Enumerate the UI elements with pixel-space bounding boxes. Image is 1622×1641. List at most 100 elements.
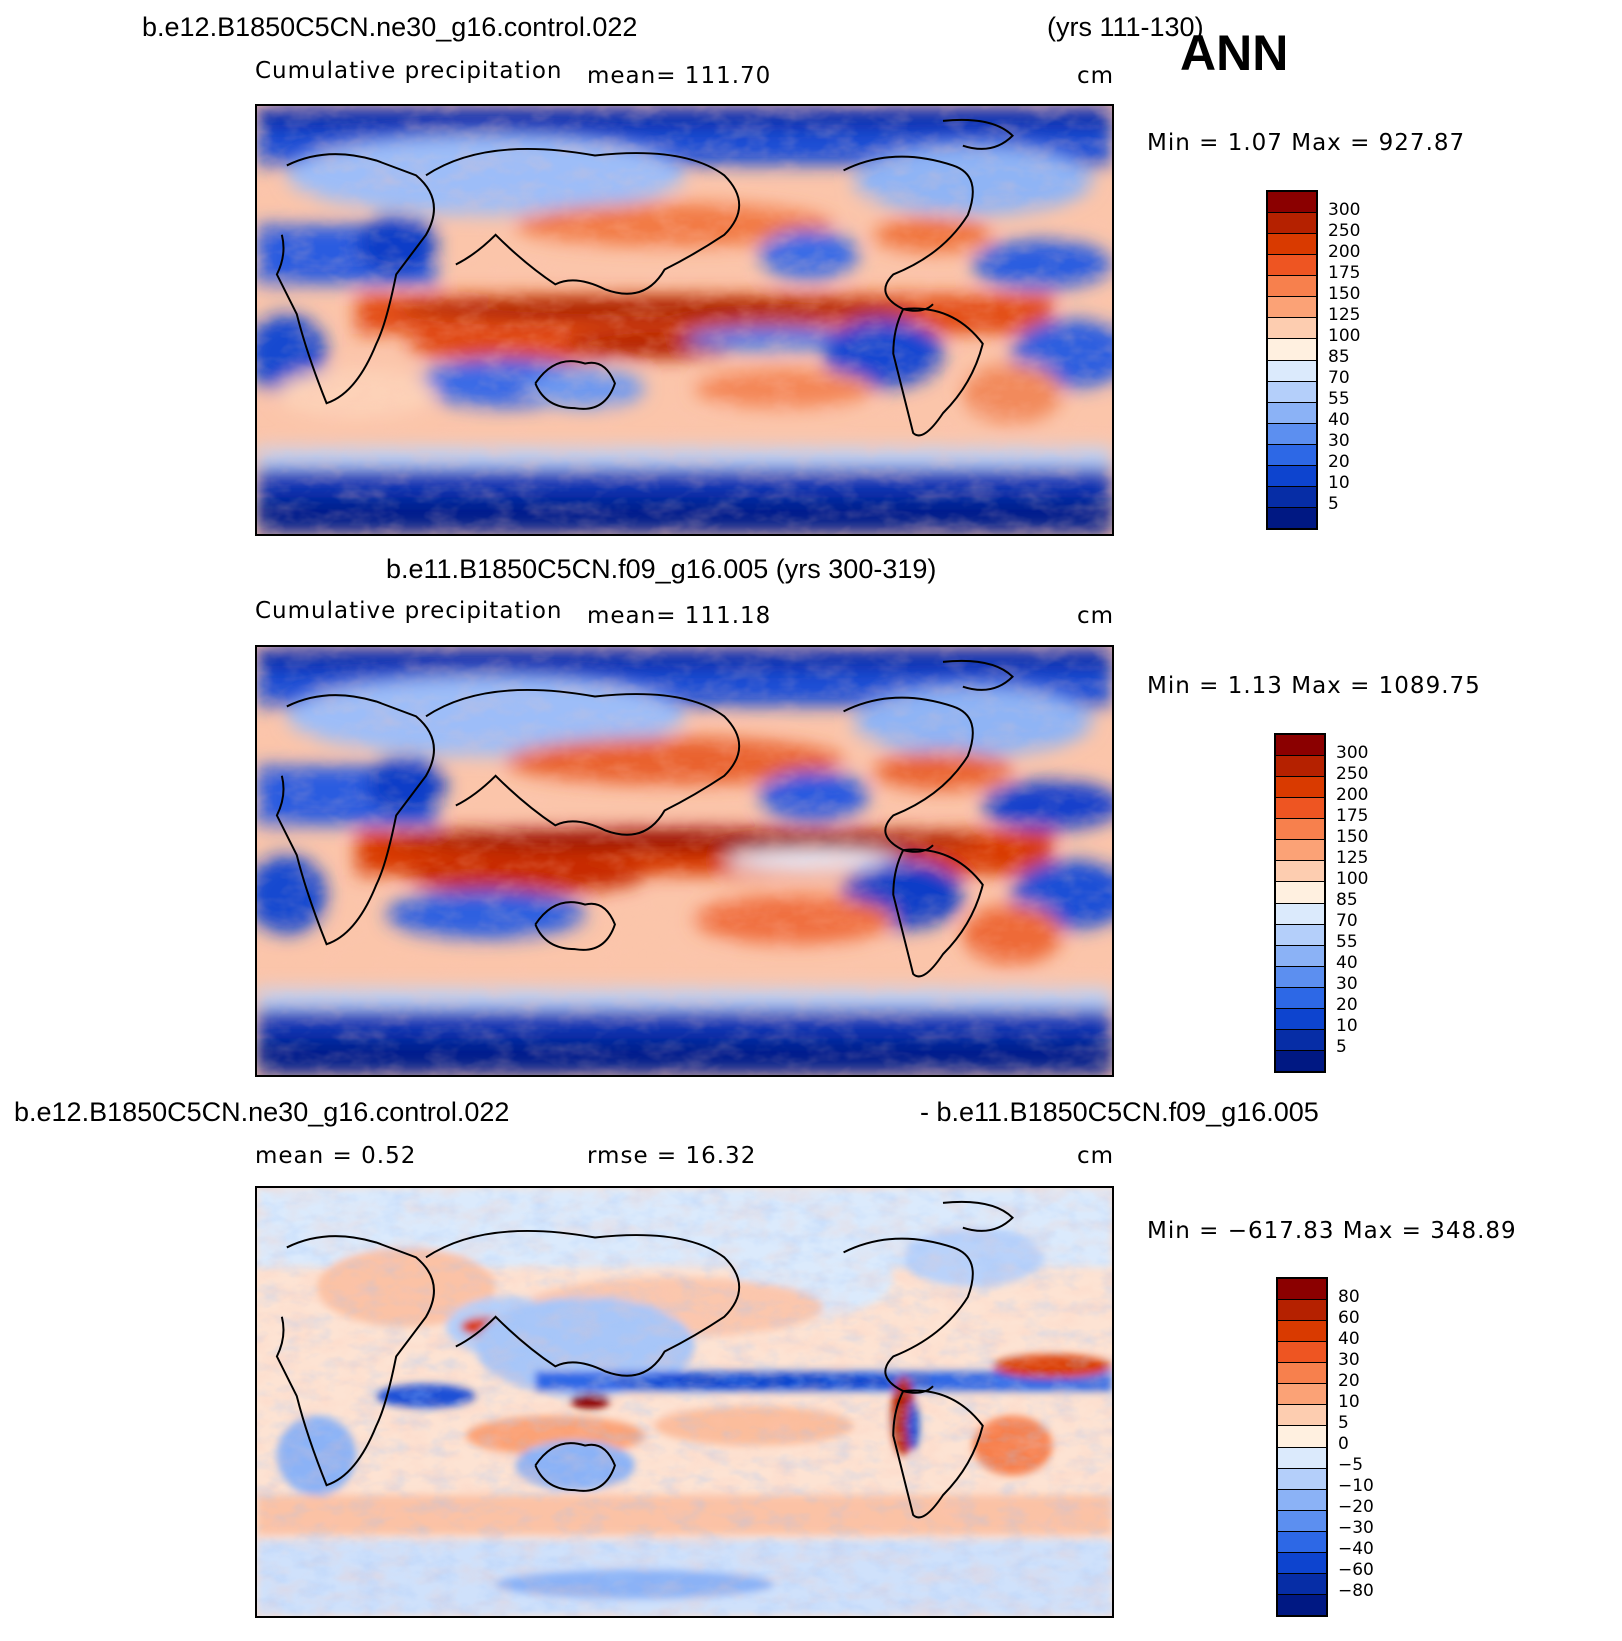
colorbar-tick-label: −20 bbox=[1338, 1497, 1374, 1517]
panel3-colorbar-labels: 80 60 40 30 20 10 5 0 −5 −10 −20 −30 −40… bbox=[1338, 1277, 1398, 1617]
colorbar-tick-label: 10 bbox=[1336, 1016, 1358, 1036]
panel1-minmax: Min = 1.07 Max = 927.87 bbox=[1147, 130, 1466, 156]
panel3-colorbar-box bbox=[1278, 1489, 1326, 1511]
colorbar-tick-label: −30 bbox=[1338, 1518, 1374, 1538]
panel2-colorbar-box bbox=[1276, 945, 1324, 967]
panel2-colorbar-box bbox=[1276, 924, 1324, 946]
colorbar-tick-label: 40 bbox=[1328, 410, 1350, 430]
colorbar-tick-label: 100 bbox=[1328, 326, 1361, 346]
colorbar-tick-label: 5 bbox=[1328, 494, 1339, 514]
colorbar-tick-label: 125 bbox=[1328, 305, 1361, 325]
colorbar-tick-label: 55 bbox=[1328, 389, 1350, 409]
panel2-colorbar-box bbox=[1276, 1008, 1324, 1030]
panel3-colorbar-box bbox=[1278, 1468, 1326, 1490]
panel2-mean: mean= 111.18 bbox=[587, 603, 772, 629]
panel1-colorbar bbox=[1266, 190, 1318, 530]
panel2-colorbar-box bbox=[1276, 882, 1324, 904]
panel2-colorbar-box bbox=[1276, 1050, 1324, 1071]
panel2-colorbar-labels: 300 250 200 175 150 125 100 85 70 55 40 … bbox=[1336, 733, 1396, 1073]
colorbar-tick-label: 30 bbox=[1336, 974, 1358, 994]
panel1-colorbar-box bbox=[1268, 276, 1316, 298]
panel1-colorbar-box bbox=[1268, 444, 1316, 466]
panel3-colorbar-box bbox=[1278, 1405, 1326, 1427]
panel1-colorbar-box bbox=[1268, 339, 1316, 361]
colorbar-tick-label: 175 bbox=[1328, 263, 1361, 283]
panel3-rmse: rmse = 16.32 bbox=[587, 1143, 757, 1169]
colorbar-tick-label: 125 bbox=[1336, 848, 1369, 868]
colorbar-tick-label: 300 bbox=[1328, 200, 1361, 220]
colorbar-tick-label: 20 bbox=[1328, 452, 1350, 472]
colorbar-tick-label: 85 bbox=[1328, 347, 1350, 367]
panel3-colorbar-box bbox=[1278, 1573, 1326, 1595]
colorbar-tick-label: 5 bbox=[1336, 1037, 1347, 1057]
panel3-title-left: b.e12.B1850C5CN.ne30_g16.control.022 bbox=[14, 1097, 510, 1127]
colorbar-tick-label: 10 bbox=[1328, 473, 1350, 493]
panel2-colorbar-box bbox=[1276, 1029, 1324, 1051]
panel3-title-right: - b.e11.B1850C5CN.f09_g16.005 bbox=[920, 1097, 1319, 1127]
panel3-mean: mean = 0.52 bbox=[255, 1143, 417, 1169]
panel3-colorbar-box bbox=[1278, 1426, 1326, 1448]
panel2-title: b.e11.B1850C5CN.f09_g16.005 (yrs 300-319… bbox=[386, 554, 937, 584]
panel3-units: cm bbox=[1077, 1143, 1115, 1169]
colorbar-tick-label: 55 bbox=[1336, 932, 1358, 952]
panel2-colorbar-box bbox=[1276, 756, 1324, 778]
colorbar-tick-label: 30 bbox=[1328, 431, 1350, 451]
panel1-colorbar-labels: 300 250 200 175 150 125 100 85 70 55 40 … bbox=[1328, 190, 1388, 530]
panel1-colorbar-box bbox=[1268, 255, 1316, 277]
colorbar-tick-label: 200 bbox=[1336, 785, 1369, 805]
colorbar-tick-label: 200 bbox=[1328, 242, 1361, 262]
colorbar-tick-label: 10 bbox=[1338, 1392, 1360, 1412]
colorbar-tick-label: 70 bbox=[1336, 911, 1358, 931]
panel2-colorbar-box bbox=[1276, 777, 1324, 799]
panel1-colorbar-box bbox=[1268, 318, 1316, 340]
panel2-colorbar-box bbox=[1276, 735, 1324, 757]
colorbar-tick-label: −10 bbox=[1338, 1476, 1374, 1496]
panel1-colorbar-box bbox=[1268, 381, 1316, 403]
panel1-colorbar-box bbox=[1268, 507, 1316, 528]
panel2-colorbar-box bbox=[1276, 903, 1324, 925]
colorbar-tick-label: 0 bbox=[1338, 1434, 1349, 1454]
panel1-colorbar-box bbox=[1268, 213, 1316, 235]
colorbar-tick-label: 20 bbox=[1338, 1371, 1360, 1391]
colorbar-tick-label: 70 bbox=[1328, 368, 1350, 388]
colorbar-tick-label: 80 bbox=[1338, 1287, 1360, 1307]
panel3-colorbar-box bbox=[1278, 1510, 1326, 1532]
panel1-map bbox=[255, 104, 1114, 536]
panel1-colorbar-box bbox=[1268, 402, 1316, 424]
colorbar-tick-label: 30 bbox=[1338, 1350, 1360, 1370]
panel3-colorbar bbox=[1276, 1277, 1328, 1617]
panel2-map bbox=[255, 645, 1114, 1077]
panel1-colorbar-box bbox=[1268, 360, 1316, 382]
panel2-colorbar-box bbox=[1276, 861, 1324, 883]
colorbar-tick-label: 300 bbox=[1336, 743, 1369, 763]
panel3-colorbar-box bbox=[1278, 1531, 1326, 1553]
panel3-colorbar-box bbox=[1278, 1300, 1326, 1322]
panel2-units: cm bbox=[1077, 603, 1115, 629]
colorbar-tick-label: 60 bbox=[1338, 1308, 1360, 1328]
colorbar-tick-label: 40 bbox=[1336, 953, 1358, 973]
panel2-colorbar-box bbox=[1276, 966, 1324, 988]
panel3-colorbar-box bbox=[1278, 1321, 1326, 1343]
colorbar-tick-label: −40 bbox=[1338, 1539, 1374, 1559]
panel3-map bbox=[255, 1186, 1114, 1618]
colorbar-tick-label: −60 bbox=[1338, 1560, 1374, 1580]
colorbar-tick-label: 5 bbox=[1338, 1413, 1349, 1433]
panel2-colorbar-box bbox=[1276, 819, 1324, 841]
colorbar-tick-label: 85 bbox=[1336, 890, 1358, 910]
panel1-units: cm bbox=[1077, 63, 1115, 89]
panel3-minmax: Min = −617.83 Max = 348.89 bbox=[1147, 1218, 1517, 1244]
panel3-colorbar-box bbox=[1278, 1594, 1326, 1615]
panel1-colorbar-box bbox=[1268, 486, 1316, 508]
panel1-variable: Cumulative precipitation bbox=[255, 58, 563, 84]
panel1-colorbar-box bbox=[1268, 234, 1316, 256]
colorbar-tick-label: 175 bbox=[1336, 806, 1369, 826]
years1-label: (yrs 111-130) bbox=[1047, 12, 1204, 42]
colorbar-tick-label: 150 bbox=[1336, 827, 1369, 847]
panel2-colorbar-box bbox=[1276, 987, 1324, 1009]
colorbar-tick-label: 250 bbox=[1336, 764, 1369, 784]
colorbar-tick-label: 100 bbox=[1336, 869, 1369, 889]
season-label: ANN bbox=[1180, 25, 1289, 81]
colorbar-tick-label: 250 bbox=[1328, 221, 1361, 241]
colorbar-tick-label: −80 bbox=[1338, 1581, 1374, 1601]
panel1-colorbar-box bbox=[1268, 423, 1316, 445]
